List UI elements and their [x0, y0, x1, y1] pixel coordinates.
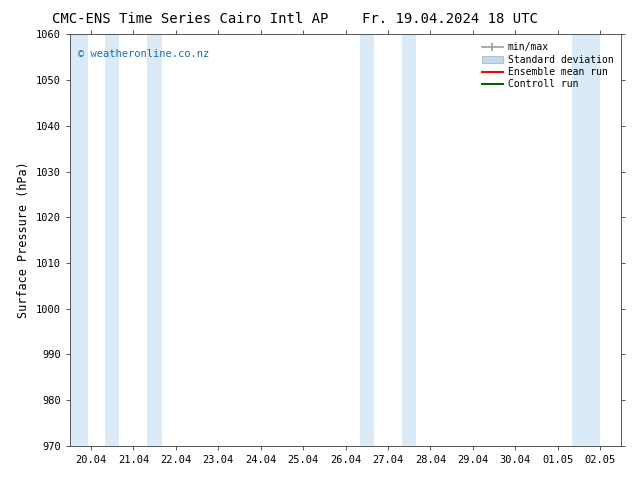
Bar: [147, 34, 162, 446]
Bar: [402, 34, 417, 446]
Text: CMC-ENS Time Series Cairo Intl AP: CMC-ENS Time Series Cairo Intl AP: [52, 12, 328, 26]
Y-axis label: Surface Pressure (hPa): Surface Pressure (hPa): [17, 162, 30, 318]
Legend: min/max, Standard deviation, Ensemble mean run, Controll run: min/max, Standard deviation, Ensemble me…: [479, 39, 616, 92]
Bar: [105, 34, 119, 446]
Bar: [359, 34, 374, 446]
Bar: [572, 34, 600, 446]
Bar: [70, 34, 87, 446]
Text: © weatheronline.co.nz: © weatheronline.co.nz: [78, 49, 209, 59]
Text: Fr. 19.04.2024 18 UTC: Fr. 19.04.2024 18 UTC: [362, 12, 538, 26]
